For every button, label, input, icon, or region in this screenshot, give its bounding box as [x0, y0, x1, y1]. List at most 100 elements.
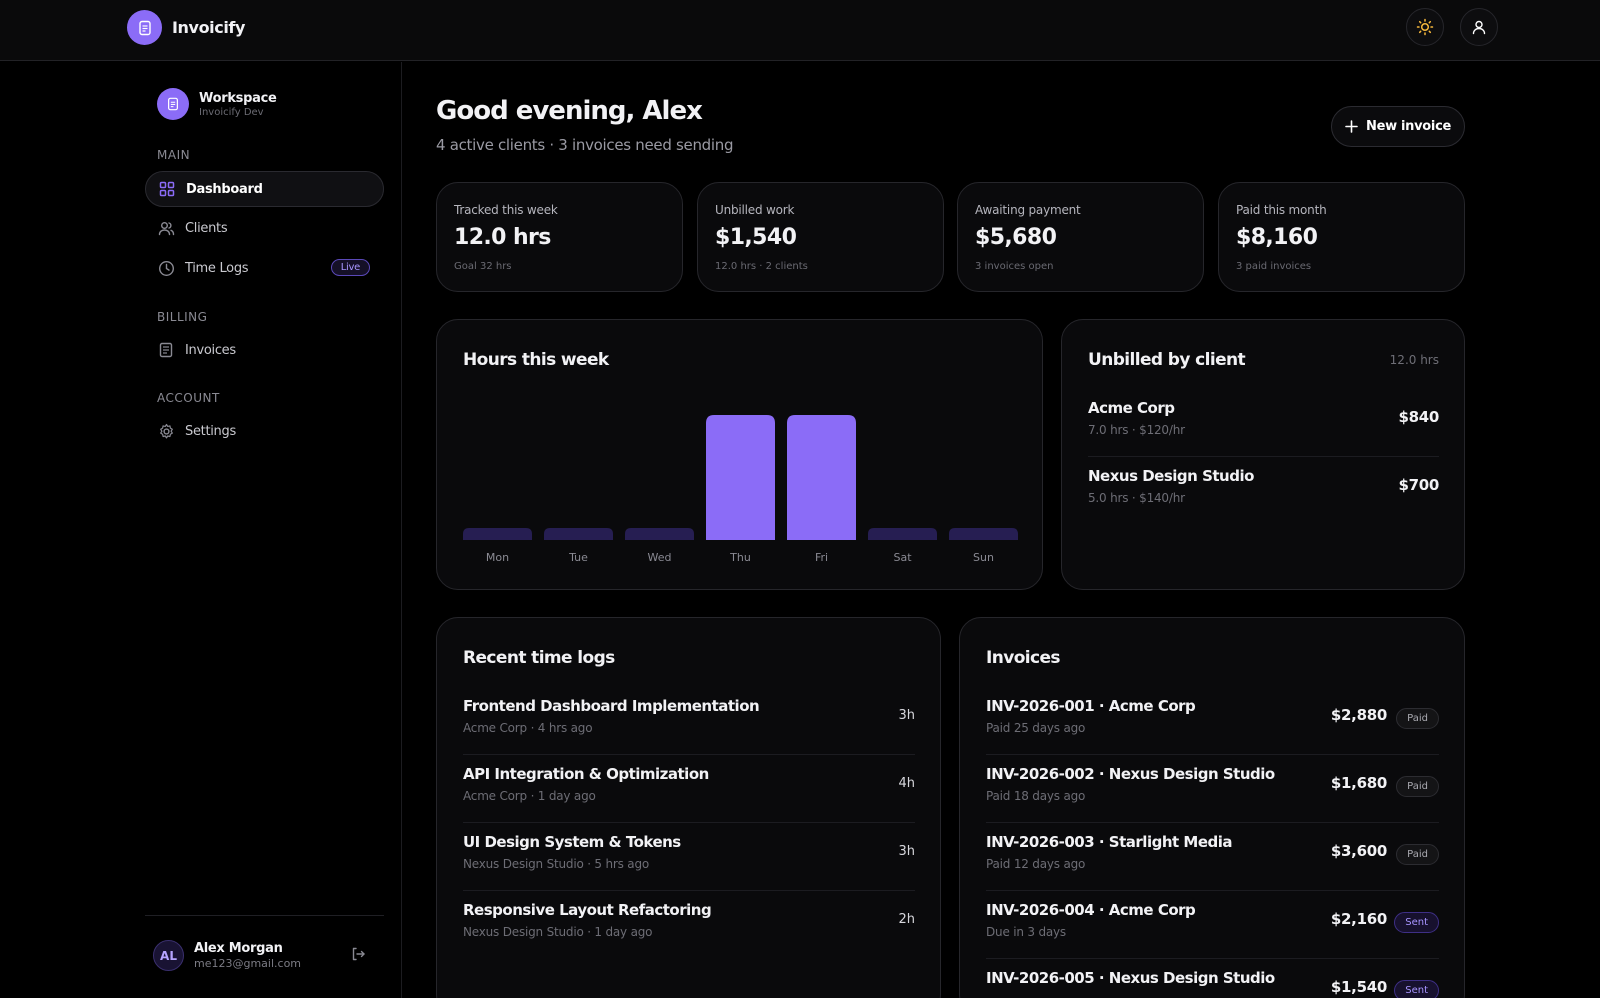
row-divider — [463, 890, 915, 891]
status-badge: Paid — [1396, 776, 1439, 797]
top-bar: Invoicify — [0, 0, 1600, 61]
tick-label-thu: Thu — [729, 551, 751, 564]
stat-value: 12.0 hrs — [454, 225, 551, 250]
workspace-subtitle: Invoicify Dev — [199, 106, 264, 118]
stat-label: Unbilled work — [715, 203, 795, 217]
section-label-account: ACCOUNT — [157, 391, 220, 405]
user-icon — [1472, 20, 1486, 35]
client-amount: $840 — [1398, 408, 1439, 426]
bar-fri — [787, 415, 856, 540]
status-badge: Sent — [1394, 980, 1439, 998]
tick-label-sat: Sat — [893, 551, 912, 564]
list-item[interactable]: API Integration & Optimization Acme Corp… — [463, 755, 915, 823]
avatar: AL — [153, 940, 184, 971]
tick-label-sun: Sun — [973, 551, 994, 564]
bar-thu — [706, 415, 775, 540]
card-title: Unbilled by client — [1088, 350, 1246, 370]
invoices-card: Invoices INV-2026-001 · Acme Corp Paid 2… — [959, 617, 1465, 998]
row-divider — [1088, 456, 1439, 457]
sidebar-item-label: Time Logs — [185, 260, 249, 276]
invoice-row[interactable]: INV-2026-004 · Acme Corp Due in 3 days $… — [986, 891, 1439, 959]
stat-label: Paid this month — [1236, 203, 1327, 217]
workspace-switcher[interactable]: Workspace Invoicify Dev — [157, 88, 277, 120]
card-title: Invoices — [986, 648, 1061, 668]
stat-card-tracked: Tracked this week 12.0 hrs Goal 32 hrs — [436, 182, 683, 292]
stat-value: $5,680 — [975, 225, 1057, 250]
invoice-row[interactable]: INV-2026-003 · Starlight Media Paid 12 d… — [986, 823, 1439, 891]
row-divider — [986, 822, 1439, 823]
log-hours: 3h — [898, 844, 915, 859]
list-item[interactable]: UI Design System & Tokens Nexus Design S… — [463, 823, 915, 891]
invoice-amount: $1,680 — [1330, 774, 1387, 792]
grid-icon — [158, 180, 176, 198]
new-invoice-label: New invoice — [1365, 119, 1452, 134]
sidebar-item-invoices[interactable]: Invoices — [145, 332, 384, 368]
invoice-meta: Paid 25 days ago — [986, 721, 1086, 735]
list-item[interactable]: Frontend Dashboard Implementation Acme C… — [463, 687, 915, 755]
gear-icon — [157, 422, 175, 440]
invoice-amount: $1,540 — [1330, 978, 1387, 996]
unbilled-card: Unbilled by client 12.0 hrs Acme Corp 7.… — [1061, 319, 1465, 590]
invoice-title: INV-2026-005 · Nexus Design Studio — [986, 969, 1275, 987]
brand[interactable]: Invoicify — [127, 10, 245, 45]
stat-card-unbilled: Unbilled work $1,540 12.0 hrs · 2 client… — [697, 182, 944, 292]
bar-sun — [949, 528, 1018, 540]
workspace-name: Workspace — [199, 90, 277, 106]
log-meta: Acme Corp · 4 hrs ago — [463, 721, 593, 735]
status-badge: Sent — [1394, 912, 1439, 933]
client-detail: 7.0 hrs · $120/hr — [1088, 423, 1185, 437]
page-subtitle: 4 active clients · 3 invoices need sendi… — [436, 136, 734, 154]
sidebar-item-label: Invoices — [185, 342, 236, 358]
live-badge: Live — [330, 259, 370, 276]
invoice-logo-icon — [127, 10, 162, 45]
log-hours: 4h — [898, 776, 915, 791]
sidebar-item-clients[interactable]: Clients — [145, 210, 384, 246]
profile-button[interactable] — [1460, 8, 1498, 46]
sidebar-item-time-logs[interactable]: Time Logs Live — [145, 250, 384, 286]
row-divider — [463, 754, 915, 755]
invoice-title: INV-2026-002 · Nexus Design Studio — [986, 765, 1275, 783]
time-logs-card: Recent time logs Frontend Dashboard Impl… — [436, 617, 941, 998]
page-title: Good evening, Alex — [436, 96, 703, 126]
tick-label-wed: Wed — [648, 551, 672, 564]
list-item[interactable]: Responsive Layout Refactoring Nexus Desi… — [463, 891, 915, 959]
status-badge: Paid — [1396, 844, 1439, 865]
section-label-billing: BILLING — [157, 310, 208, 324]
theme-toggle-button[interactable] — [1406, 8, 1444, 46]
log-hours: 2h — [898, 912, 915, 927]
sidebar-item-settings[interactable]: Settings — [145, 413, 384, 449]
row-divider — [463, 822, 915, 823]
sidebar-item-dashboard[interactable]: Dashboard — [145, 171, 384, 207]
stat-value: $8,160 — [1236, 225, 1318, 250]
stat-label: Awaiting payment — [975, 203, 1081, 217]
invoice-title: INV-2026-001 · Acme Corp — [986, 697, 1196, 715]
list-item[interactable]: Nexus Design Studio 5.0 hrs · $140/hr $7… — [1088, 457, 1439, 525]
row-divider — [986, 958, 1439, 959]
invoice-row[interactable]: INV-2026-001 · Acme Corp Paid 25 days ag… — [986, 687, 1439, 755]
tick-label-fri: Fri — [815, 551, 828, 564]
stat-card-paid: Paid this month $8,160 3 paid invoices — [1218, 182, 1465, 292]
stat-subtext: 3 invoices open — [975, 261, 1054, 272]
invoice-row[interactable]: INV-2026-002 · Nexus Design Studio Paid … — [986, 755, 1439, 823]
card-title: Recent time logs — [463, 648, 615, 668]
stat-card-awaiting: Awaiting payment $5,680 3 invoices open — [957, 182, 1204, 292]
new-invoice-button[interactable]: New invoice — [1331, 106, 1465, 147]
hours-bar-chart: Mon Tue Wed Thu Fri Sat Sun — [463, 415, 1018, 564]
user-name: Alex Morgan — [194, 941, 283, 956]
users-icon — [157, 219, 175, 237]
log-meta: Nexus Design Studio · 5 hrs ago — [463, 857, 649, 871]
user-profile[interactable]: AL Alex Morgan me123@gmail.com — [153, 940, 301, 971]
status-badge: Paid — [1396, 708, 1439, 729]
client-name: Acme Corp — [1088, 399, 1175, 417]
user-email: me123@gmail.com — [194, 957, 302, 970]
client-detail: 5.0 hrs · $140/hr — [1088, 491, 1185, 505]
invoice-row[interactable]: INV-2026-005 · Nexus Design Studio $1,54… — [986, 959, 1439, 998]
bar-mon — [463, 528, 532, 540]
tick-label-mon: Mon — [486, 551, 509, 564]
section-label-main: MAIN — [157, 148, 191, 162]
invoice-title: INV-2026-004 · Acme Corp — [986, 901, 1196, 919]
logout-button[interactable] — [350, 946, 366, 966]
list-item[interactable]: Acme Corp 7.0 hrs · $120/hr $840 — [1088, 389, 1439, 457]
client-name: Nexus Design Studio — [1088, 467, 1254, 485]
unbilled-total: 12.0 hrs — [1389, 353, 1439, 367]
